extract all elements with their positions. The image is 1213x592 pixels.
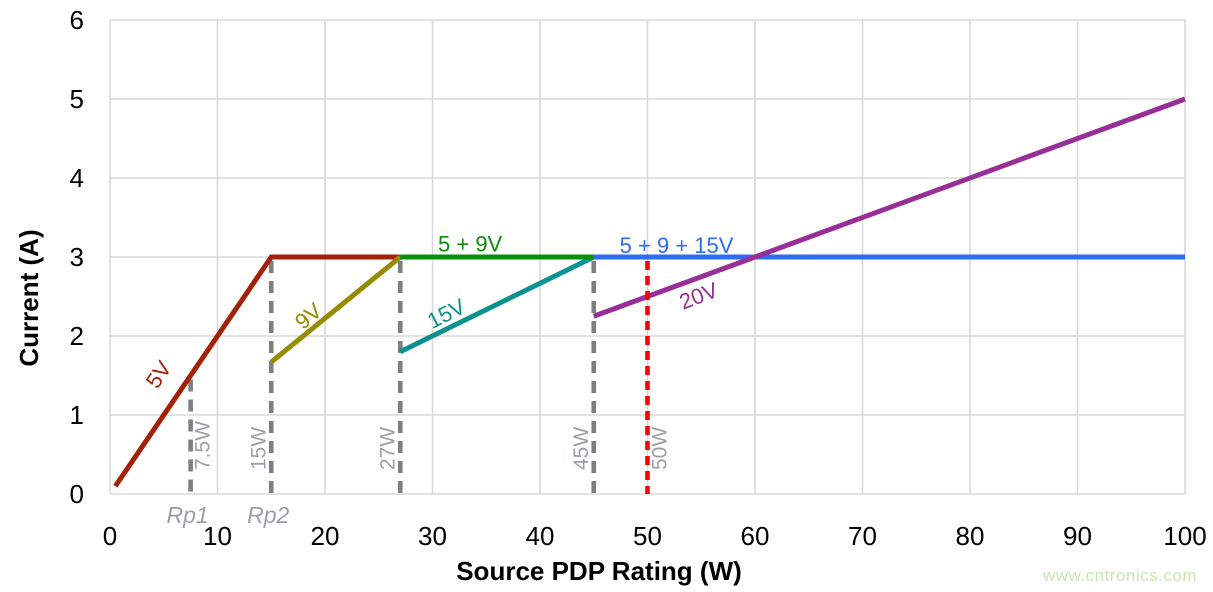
x-axis-title: Source PDP Rating (W) — [456, 556, 742, 586]
x-tick-label: 30 — [418, 521, 447, 551]
series-line-15V — [399, 254, 595, 355]
axis-sub-label-Rp2: Rp2 — [247, 502, 289, 528]
series-label-5 + 9V: 5 + 9V — [438, 232, 503, 257]
x-tick-label: 60 — [741, 521, 770, 551]
y-tick-label: 6 — [70, 5, 84, 35]
x-tick-label: 0 — [103, 521, 117, 551]
x-tick-label: 100 — [1163, 521, 1206, 551]
y-tick-label: 5 — [70, 84, 84, 114]
x-tick-label: 50 — [633, 521, 662, 551]
axis-sub-label-Rp1: Rp1 — [167, 502, 209, 528]
x-tick-label: 10 — [203, 521, 232, 551]
series-line-20V — [592, 96, 1186, 319]
y-tick-label: 0 — [70, 479, 84, 509]
marker-label-27W: 27W — [376, 427, 399, 470]
x-tick-label: 40 — [526, 521, 555, 551]
x-tick-label: 80 — [956, 521, 985, 551]
y-tick-label: 3 — [70, 242, 84, 272]
marker-label-15W: 15W — [247, 427, 270, 470]
marker-label-50W: 50W — [649, 427, 672, 470]
series-label-9V: 9V — [290, 298, 327, 335]
series-line-9V — [269, 255, 402, 365]
y-tick-label: 1 — [70, 400, 84, 430]
y-tick-label: 4 — [70, 163, 84, 193]
x-tick-label: 20 — [311, 521, 340, 551]
y-axis-title: Current (A) — [14, 229, 44, 366]
marker-label-7.5W: 7.5W — [192, 421, 215, 470]
y-tick-label: 2 — [70, 321, 84, 351]
series-label-5V: 5V — [141, 356, 177, 393]
watermark: www.cntronics.com — [1043, 566, 1197, 585]
series-line-5V — [113, 254, 401, 488]
marker-label-45W: 45W — [570, 427, 593, 470]
x-tick-label: 70 — [848, 521, 877, 551]
x-tick-label: 90 — [1063, 521, 1092, 551]
series-label-5 + 9 + 15V: 5 + 9 + 15V — [620, 233, 734, 258]
